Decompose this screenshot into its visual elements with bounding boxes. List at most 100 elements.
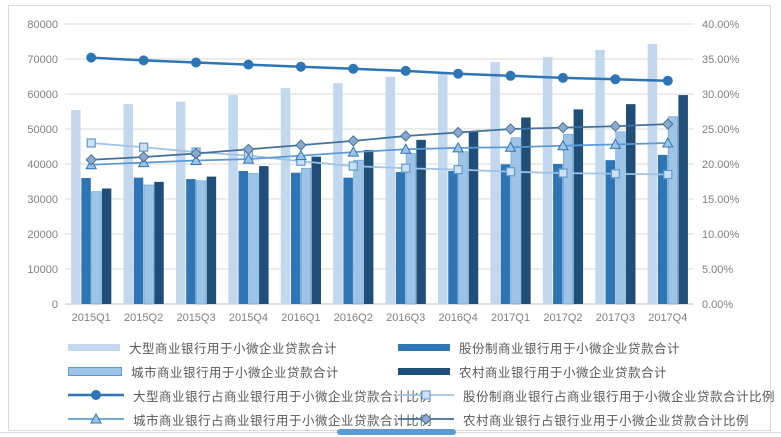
ratio-line	[91, 56, 668, 82]
right-axis-tick-label: 40.00%	[702, 19, 740, 31]
series-marker-circle	[453, 68, 464, 79]
series-marker-diamond	[85, 154, 97, 166]
bar-3	[143, 184, 154, 305]
x-axis-category-label: 2016Q2	[334, 312, 373, 324]
series-marker-circle	[295, 61, 306, 72]
loan-combo-chart: 0 0.00% 10000 5.00% 20000 10.00% 30000 15.00% 40…	[27, 19, 740, 324]
series-marker-circle	[86, 52, 97, 63]
x-axis-category-label: 2015Q4	[229, 312, 268, 324]
right-axis-tick-label: 25.00%	[702, 124, 740, 136]
series-marker-circle	[610, 74, 621, 85]
series-marker-diamond	[347, 135, 359, 147]
legend-item: 农村商业银行用于小微企业贷款合计	[398, 362, 728, 380]
series-marker-square	[558, 168, 568, 178]
x-axis-category-label: 2017Q1	[491, 312, 530, 324]
bar-1	[333, 83, 343, 305]
bar-2	[291, 172, 301, 304]
series-marker-triangle	[347, 146, 360, 157]
series-marker-square	[401, 163, 411, 173]
legend-item: 股份制商业银行占商业银行用于小微企业贷款合计比例	[398, 386, 775, 404]
series-marker-triangle	[504, 141, 517, 152]
right-axis-tick-label: 30.00%	[702, 89, 740, 101]
bar-2	[186, 179, 196, 304]
bar-1	[123, 104, 133, 305]
legend-item-label: 农村商业银行用于小微企业贷款合计	[459, 365, 668, 380]
legend-item-label: 农村商业银行占银行业用于小微企业贷款合计比例	[463, 413, 750, 428]
bar-4	[626, 104, 636, 305]
bar-3	[563, 133, 574, 305]
bar-1	[542, 56, 553, 305]
series-marker-diamond	[609, 120, 622, 132]
legend-marker-triangle	[90, 413, 102, 424]
series-marker-diamond	[557, 121, 569, 134]
legend-bar-swatch	[398, 343, 450, 351]
bar-3	[91, 191, 102, 305]
left-axis-tick-label: 0	[52, 299, 58, 311]
ratio-line	[91, 142, 668, 166]
bar-3	[615, 131, 626, 305]
bar-2	[343, 177, 353, 304]
right-axis-tick-label: 20.00%	[702, 159, 740, 171]
left-axis-tick-label: 40000	[27, 159, 58, 171]
series-marker-triangle	[661, 136, 674, 148]
series-marker-circle	[662, 75, 673, 86]
series-marker-triangle	[609, 138, 622, 149]
series-marker-square	[348, 161, 358, 171]
bar-4	[573, 109, 584, 305]
bar-3	[667, 116, 678, 305]
x-axis-category-label: 2017Q4	[648, 312, 687, 324]
bar-3	[510, 137, 521, 305]
bar-2	[133, 177, 144, 304]
ratio-line	[91, 123, 668, 161]
bar-4	[678, 95, 688, 304]
bar-2	[81, 178, 91, 304]
x-axis-category-label: 2016Q1	[281, 312, 320, 324]
bar-3	[248, 173, 259, 305]
bar-2	[553, 164, 563, 304]
legend-item: 城市商业银行占商业银行用于小微企业贷款合计比例	[68, 410, 432, 428]
legend-bar-swatch	[68, 343, 120, 351]
bar-1	[280, 88, 291, 304]
legend-item-label: 大型商业银行用于小微企业贷款合计	[129, 341, 338, 356]
bar-3	[458, 151, 469, 305]
legend-line-swatch	[68, 390, 124, 400]
series-marker-square	[453, 165, 463, 175]
series-marker-diamond	[504, 123, 517, 135]
series-marker-diamond	[295, 139, 307, 151]
bar-2	[395, 172, 406, 304]
series-marker-circle	[348, 63, 359, 74]
bar-2	[448, 171, 458, 304]
bar-2	[605, 160, 615, 304]
bar-3	[405, 153, 416, 305]
legend-marker-square	[421, 390, 431, 400]
bar-4	[363, 150, 374, 304]
horizontal-scrollbar-thumb[interactable]	[337, 429, 456, 435]
legend-item: 大型商业银行用于小微企业贷款合计	[68, 338, 398, 356]
bar-1	[71, 110, 81, 304]
bar-1	[490, 62, 500, 305]
series-marker-triangle	[452, 141, 464, 153]
x-axis-category-label: 2016Q4	[439, 312, 478, 324]
right-axis-tick-label: 0.00%	[702, 299, 733, 311]
series-marker-circle	[505, 70, 516, 81]
right-axis-tick-label: 35.00%	[702, 54, 740, 66]
bar-1	[228, 95, 238, 304]
series-marker-square	[663, 169, 673, 180]
bar-2	[657, 154, 668, 304]
series-marker-diamond	[137, 151, 150, 163]
x-axis-category-label: 2016Q3	[386, 312, 425, 324]
series-marker-triangle	[295, 149, 307, 161]
ratio-line	[91, 142, 668, 176]
series-marker-square	[86, 138, 96, 148]
legend-line-swatch	[68, 413, 124, 424]
series-marker-diamond	[400, 130, 412, 142]
series-marker-square	[505, 167, 516, 177]
legend-item: 城市商业银行用于小微企业贷款合计	[68, 362, 398, 380]
series-marker-circle	[557, 72, 568, 83]
x-axis-category-label: 2015Q2	[124, 312, 163, 324]
bar-4	[311, 156, 321, 304]
bar-1	[385, 76, 396, 304]
x-axis-category-label: 2017Q2	[543, 312, 582, 324]
series-marker-diamond	[452, 126, 464, 139]
right-axis-tick-label: 15.00%	[702, 194, 740, 206]
